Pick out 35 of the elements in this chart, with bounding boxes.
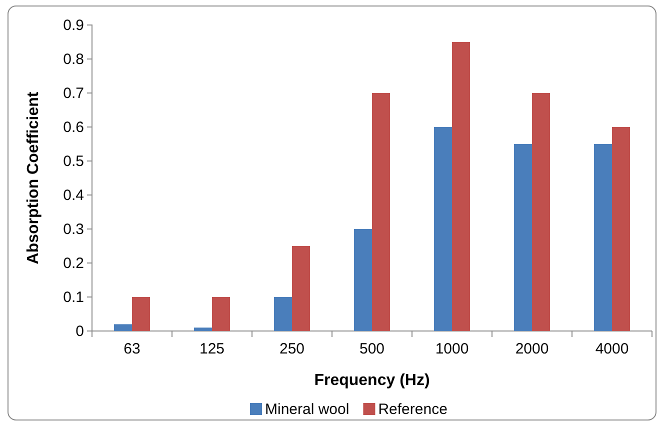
bar [434, 127, 452, 331]
x-tick-label: 1000 [435, 340, 469, 358]
bar [532, 93, 550, 331]
y-tick-label: 0.8 [63, 50, 84, 68]
x-tick-label: 2000 [515, 340, 549, 358]
x-tick-label: 250 [279, 340, 305, 358]
y-tick-label: 0.2 [63, 254, 84, 272]
y-tick-label: 0.7 [63, 84, 84, 102]
bar [274, 297, 292, 331]
bar [372, 93, 390, 331]
bar [194, 328, 212, 331]
bar [114, 324, 132, 331]
bar [612, 127, 630, 331]
y-tick-label: 0.6 [63, 118, 84, 136]
y-tick-label: 0.5 [63, 152, 84, 170]
bar [212, 297, 230, 331]
bar [514, 144, 532, 331]
x-axis-title: Frequency (Hz) [314, 372, 430, 389]
x-tick-label: 125 [199, 340, 225, 358]
bar [594, 144, 612, 331]
legend-label: Mineral wool [265, 401, 350, 418]
y-tick-label: 0.3 [63, 220, 84, 238]
bar [452, 42, 470, 331]
y-tick-label: 0 [76, 322, 84, 340]
y-tick-label: 0.9 [63, 16, 84, 34]
x-tick-label: 4000 [595, 340, 629, 358]
y-axis-title: Absorption Coefficient [25, 91, 42, 264]
y-tick-label: 0.1 [63, 288, 84, 306]
legend-label: Reference [378, 401, 448, 418]
x-tick-label: 500 [359, 340, 385, 358]
bar [354, 229, 372, 331]
bar [292, 246, 310, 331]
x-tick-label: 63 [124, 340, 140, 358]
y-tick-label: 0.4 [63, 186, 84, 204]
bar [132, 297, 150, 331]
